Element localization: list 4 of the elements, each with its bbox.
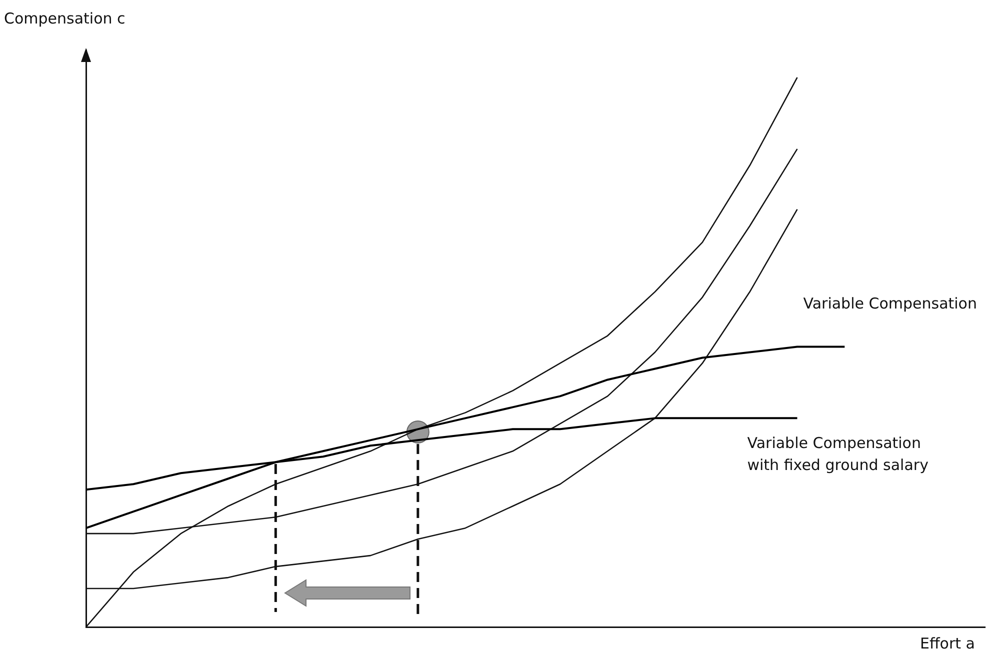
text: Variable Compensation [803,294,977,313]
series-label: Variable Compensation with fixed ground salary [747,434,929,474]
y-axis-title: Compensation c [4,9,126,28]
x-axis-title: Effort a [920,634,975,652]
